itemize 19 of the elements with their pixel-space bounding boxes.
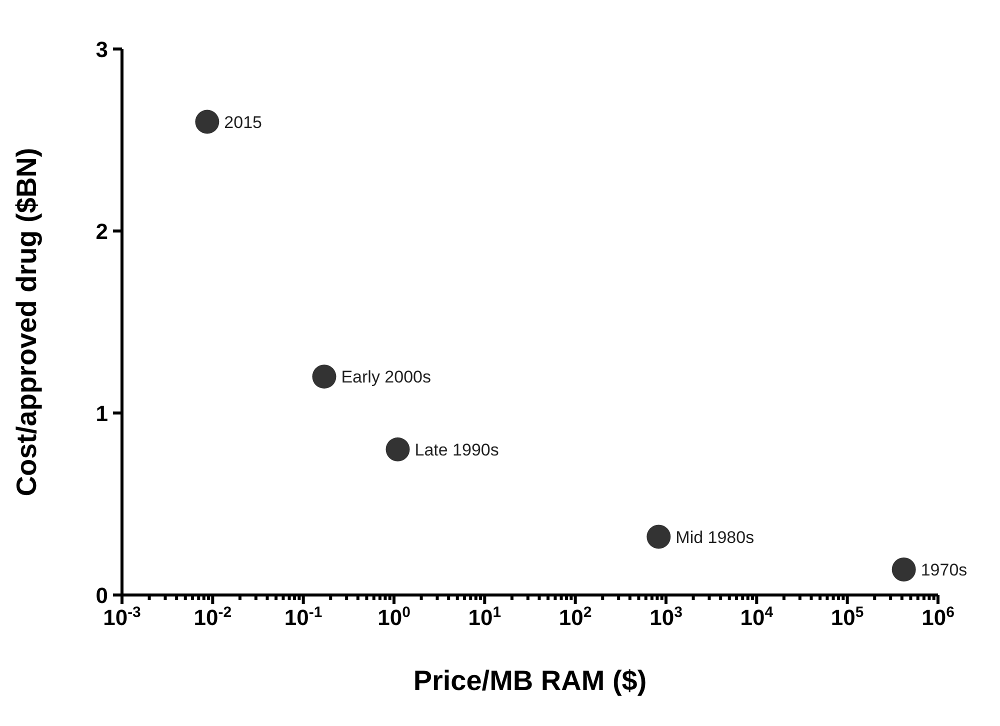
x-tick-label: 10$^{1}$: [468, 604, 502, 630]
x-tick-label: 10$^{2}$: [558, 604, 592, 630]
y-tick-label: 2: [96, 219, 108, 244]
y-axis-title: Cost/approved drug ($BN): [10, 148, 42, 496]
y-tick-label: 3: [96, 37, 108, 62]
x-tick-label: 10$^{5}$: [830, 604, 864, 630]
x-axis-title: Price/MB RAM ($): [413, 665, 647, 696]
annotation: 2015: [224, 112, 262, 132]
annotation: Early 2000s: [341, 368, 432, 387]
x-tick-label: 10$^{0}$: [378, 604, 410, 630]
x-tick-label: 10$^{6}$: [922, 604, 954, 630]
x-tick-label: 10$^{-2}$: [194, 604, 232, 630]
x-tick-label: 10$^{-1}$: [284, 604, 322, 630]
y-tick-label: 1: [96, 401, 108, 426]
annotation: Late 1990s: [414, 440, 499, 460]
annotation: Mid 1980s: [676, 528, 754, 547]
x-tick-label: 10$^{3}$: [650, 604, 682, 630]
x-tick-label: 10$^{4}$: [740, 604, 774, 630]
annotation: 1970s: [920, 560, 968, 580]
